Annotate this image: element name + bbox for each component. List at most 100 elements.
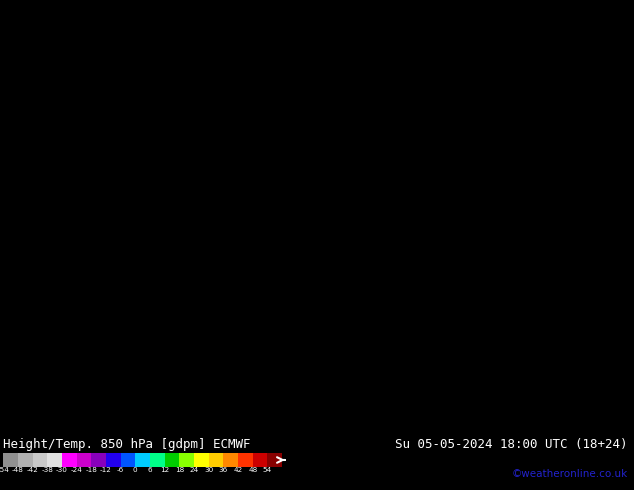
Text: 3: 3 — [79, 144, 83, 148]
Text: 1: 1 — [311, 388, 314, 393]
Text: 8: 8 — [320, 183, 323, 188]
Text: 7: 7 — [429, 25, 432, 30]
Text: 5: 5 — [481, 17, 485, 22]
Text: 7: 7 — [442, 57, 446, 62]
Text: 5: 5 — [210, 277, 214, 282]
Text: 1: 1 — [302, 427, 306, 432]
Text: 1: 1 — [359, 380, 363, 385]
Text: 0: 0 — [27, 419, 30, 424]
Text: 7: 7 — [429, 1, 432, 6]
Text: 6: 6 — [297, 80, 301, 85]
Text: 8: 8 — [411, 151, 415, 156]
Text: 4: 4 — [136, 262, 139, 267]
Text: 9: 9 — [320, 222, 323, 227]
Text: 6: 6 — [285, 127, 288, 133]
Text: 4: 4 — [232, 96, 236, 101]
Text: 8: 8 — [372, 127, 376, 133]
Text: 7: 7 — [599, 254, 603, 259]
Text: 4: 4 — [262, 9, 266, 14]
Text: 2: 2 — [140, 80, 144, 85]
Text: 6: 6 — [486, 127, 489, 133]
Text: 4: 4 — [87, 198, 91, 203]
Text: 4: 4 — [582, 144, 586, 148]
Text: 3: 3 — [4, 57, 8, 62]
Text: 8: 8 — [294, 214, 297, 220]
Text: 5: 5 — [507, 88, 511, 93]
Text: 7: 7 — [529, 380, 533, 385]
Text: 0: 0 — [394, 388, 398, 393]
Text: 6: 6 — [285, 96, 288, 101]
Text: 8: 8 — [420, 159, 424, 164]
Text: 7: 7 — [311, 120, 314, 125]
Text: 7: 7 — [420, 41, 424, 46]
Text: 6: 6 — [145, 364, 148, 369]
Text: 9: 9 — [36, 412, 39, 416]
Text: 3: 3 — [560, 73, 564, 77]
Text: 0: 0 — [271, 412, 275, 416]
Text: 8: 8 — [285, 254, 288, 259]
Text: 3: 3 — [543, 49, 547, 54]
Text: 2: 2 — [40, 1, 43, 6]
Text: 7: 7 — [167, 412, 170, 416]
Text: 5: 5 — [595, 151, 598, 156]
Text: 4: 4 — [543, 88, 547, 93]
Text: 0: 0 — [389, 333, 393, 338]
Text: 4: 4 — [551, 104, 555, 109]
Text: 5: 5 — [105, 285, 109, 290]
Text: 8: 8 — [420, 120, 424, 125]
Text: 5: 5 — [18, 167, 22, 172]
Text: 5: 5 — [136, 309, 139, 314]
Text: 7: 7 — [22, 270, 26, 274]
Text: 3: 3 — [630, 25, 634, 30]
Text: 4: 4 — [44, 159, 48, 164]
Text: 8: 8 — [13, 309, 17, 314]
Text: 2: 2 — [18, 17, 22, 22]
Text: 8: 8 — [57, 380, 61, 385]
Text: 8: 8 — [455, 356, 459, 361]
Text: 7: 7 — [297, 144, 301, 148]
Text: 0: 0 — [4, 372, 8, 377]
Text: 8: 8 — [578, 364, 581, 369]
Text: 4: 4 — [245, 41, 249, 46]
Text: 2: 2 — [136, 65, 139, 70]
Text: 5: 5 — [578, 183, 581, 188]
Text: 7: 7 — [101, 412, 105, 416]
Text: 1: 1 — [320, 404, 323, 409]
Text: 6: 6 — [525, 262, 529, 267]
Text: 3: 3 — [604, 80, 607, 85]
Text: 2: 2 — [66, 33, 70, 38]
Text: 7: 7 — [521, 356, 524, 361]
Text: 5: 5 — [512, 112, 515, 117]
Text: 4: 4 — [591, 104, 594, 109]
Text: 5: 5 — [184, 309, 188, 314]
Text: 4: 4 — [114, 206, 118, 212]
Text: 4: 4 — [241, 96, 245, 101]
Text: 8: 8 — [202, 412, 205, 416]
Text: 6: 6 — [184, 364, 188, 369]
Text: 7: 7 — [61, 348, 65, 353]
Text: 6: 6 — [9, 230, 13, 235]
Text: 6: 6 — [4, 222, 8, 227]
Text: 8: 8 — [294, 230, 297, 235]
Text: 7: 7 — [302, 112, 306, 117]
Text: 4: 4 — [153, 246, 157, 251]
Text: 3: 3 — [184, 144, 188, 148]
Text: 2: 2 — [110, 57, 113, 62]
Text: 4: 4 — [529, 80, 533, 85]
Text: 8: 8 — [403, 73, 406, 77]
Text: 5: 5 — [53, 206, 56, 212]
Text: 6: 6 — [512, 206, 515, 212]
Text: 3: 3 — [66, 80, 70, 85]
Text: 6: 6 — [521, 309, 524, 314]
Text: 3: 3 — [119, 127, 122, 133]
Text: 8: 8 — [547, 412, 550, 416]
Text: 6: 6 — [569, 246, 573, 251]
Text: 9: 9 — [424, 372, 428, 377]
Text: 6: 6 — [543, 262, 547, 267]
Text: 3: 3 — [232, 41, 236, 46]
Text: 7: 7 — [162, 427, 166, 432]
Text: 4: 4 — [516, 112, 520, 117]
Text: 8: 8 — [481, 419, 485, 424]
Text: 8: 8 — [245, 356, 249, 361]
Text: 9: 9 — [359, 222, 363, 227]
